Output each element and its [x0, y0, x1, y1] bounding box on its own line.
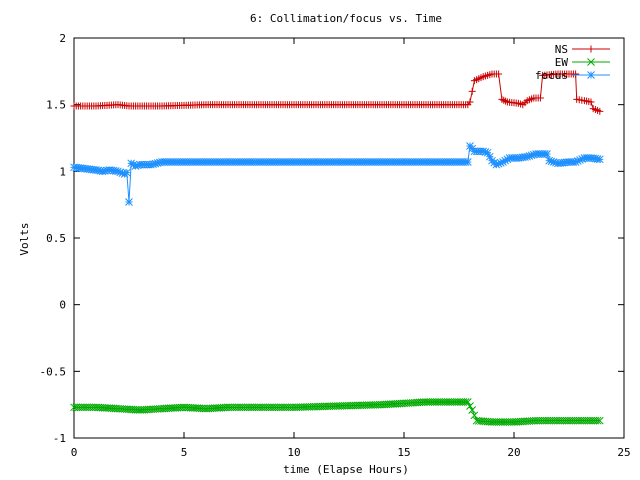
- x-tick-label: 15: [397, 446, 410, 459]
- data-point-focus-d2: [463, 158, 472, 166]
- y-tick-label: 1: [59, 165, 66, 178]
- data-point-EW-d2: [593, 416, 602, 425]
- data-point-focus-d2: [485, 152, 494, 161]
- x-tick-label: 10: [287, 446, 300, 459]
- axis-ticks: 0 5 10 15 20 25 -1 -0.5 0 0.5 1 1.5 2: [40, 32, 631, 459]
- data-point-EW-d2: [466, 402, 474, 410]
- data-point-focus-d2: [129, 160, 138, 169]
- data-point-focus-d2: [122, 168, 131, 177]
- data-point-focus-d2: [543, 150, 551, 158]
- series-NS: [70, 70, 604, 115]
- series-EW: [70, 398, 604, 426]
- y-axis-label: Volts: [18, 222, 31, 255]
- x-tick-label: 5: [181, 446, 188, 459]
- legend-marker-focus-d2: [587, 71, 595, 79]
- legend-label-EW: EW: [555, 56, 569, 69]
- data-point-EW-d2: [463, 398, 472, 406]
- data-series: [70, 70, 604, 426]
- y-tick-label: -1: [53, 432, 66, 445]
- data-point-EW-d2: [595, 416, 604, 425]
- x-tick-label: 20: [507, 446, 520, 459]
- legend-label-focus: focus: [535, 69, 568, 82]
- data-point-focus-d2: [125, 198, 133, 206]
- data-point-focus-d2: [595, 155, 604, 164]
- data-point-EW-d2: [461, 398, 470, 406]
- legend-label-NS: NS: [555, 43, 568, 56]
- y-tick-label: -0.5: [40, 365, 67, 378]
- y-tick-label: 1.5: [46, 99, 66, 112]
- y-tick-label: 0.5: [46, 232, 66, 245]
- x-tick-label: 25: [617, 446, 630, 459]
- y-tick-label: 2: [59, 32, 66, 45]
- legend-marker-EW-d2: [587, 58, 595, 66]
- data-point-EW-d2: [468, 406, 477, 414]
- chart-title: 6: Collimation/focus vs. Time: [250, 12, 442, 25]
- data-point-focus-d2: [483, 148, 492, 157]
- x-tick-label: 0: [71, 446, 78, 459]
- data-point-focus-d2: [127, 159, 136, 168]
- x-axis-label: time (Elapse Hours): [283, 463, 409, 476]
- data-point-EW-d2: [470, 411, 479, 420]
- y-tick-label: 0: [59, 299, 66, 312]
- series-focus: [70, 142, 604, 206]
